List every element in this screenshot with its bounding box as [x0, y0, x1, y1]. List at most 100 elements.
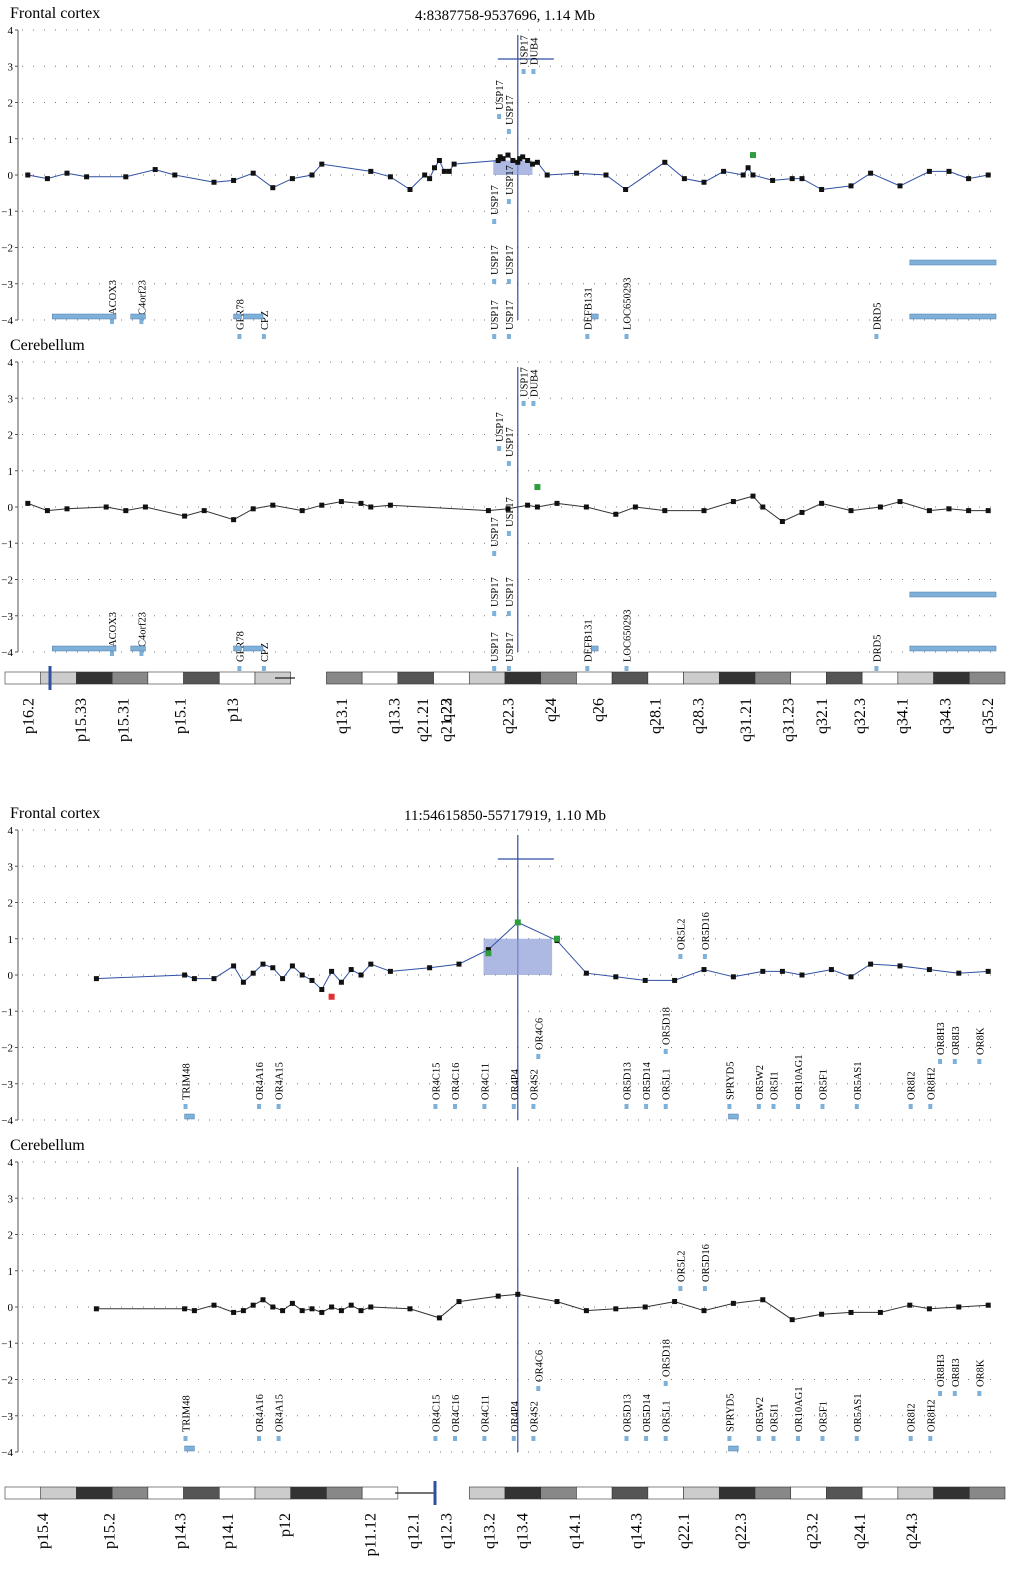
gene-mark [497, 446, 502, 451]
gene-mark [908, 1104, 913, 1109]
data-point [103, 504, 109, 510]
data-point [828, 967, 834, 973]
gene-label: CPZ [260, 311, 271, 330]
band-label: q28.1 [648, 698, 665, 734]
gene-box [130, 645, 146, 652]
ideogram-band [4, 1486, 42, 1500]
ideogram-band [183, 671, 220, 685]
data-point [926, 967, 932, 973]
data-point [358, 500, 364, 506]
gene-box [233, 313, 242, 320]
y-tick-label: −3 [1, 1411, 13, 1423]
gene-mark [433, 1104, 438, 1109]
ideogram-band [611, 671, 649, 685]
highlight-region [483, 938, 553, 975]
band-label: q24 [543, 698, 560, 722]
gene-label: OR4C6 [534, 1018, 545, 1050]
gene-mark [506, 611, 511, 616]
data-point [613, 974, 619, 980]
gene-mark [506, 334, 511, 339]
gene-mark [727, 1104, 732, 1109]
data-point [191, 976, 197, 982]
ideogram-band [718, 671, 756, 685]
gene-label: USP17 [520, 35, 531, 65]
data-point [338, 1308, 344, 1314]
data-point [520, 154, 526, 160]
gene-label: OR8I2 [907, 1071, 918, 1100]
gene-label: OR4S2 [529, 1401, 540, 1432]
y-tick-label: 3 [8, 61, 14, 73]
data-point [289, 963, 295, 969]
ideogram-band [326, 671, 363, 685]
y-tick-label: −4 [1, 1115, 13, 1127]
y-tick-label: −3 [1, 611, 13, 623]
data-point [368, 168, 374, 174]
gene-mark [139, 319, 144, 324]
gene-mark [183, 1104, 188, 1109]
panel-title: Frontal cortex [10, 805, 100, 822]
gene-mark [727, 1436, 732, 1441]
gene-mark [257, 1436, 261, 1441]
data-point [211, 1302, 217, 1308]
y-tick-label: −2 [1, 575, 13, 587]
data-point [515, 1291, 521, 1297]
data-point [240, 1308, 246, 1314]
band-label: p12 [277, 1513, 294, 1537]
band-label: q22.1 [676, 1513, 693, 1549]
data-point [182, 1306, 188, 1312]
data-point [201, 508, 207, 514]
ideogram-band [790, 671, 827, 685]
gene-label: USP17 [490, 245, 501, 275]
data-point [897, 183, 903, 189]
gene-label: USP17 [505, 245, 516, 275]
ideogram-band [433, 671, 470, 685]
gene-mark [492, 666, 497, 671]
gene-label: OR8I3 [951, 1358, 962, 1387]
gene-label: OR8H3 [936, 1022, 947, 1055]
band-label: q14.3 [629, 1513, 646, 1549]
data-point [172, 172, 178, 178]
panel-title: Frontal cortex [10, 5, 100, 22]
data-point [260, 1297, 266, 1303]
gene-box [52, 313, 117, 320]
data-point [299, 508, 305, 514]
data-point [329, 968, 335, 974]
gene-mark [938, 1059, 943, 1064]
gene-label: SPRYD5 [725, 1061, 736, 1100]
ideogram-band [76, 671, 113, 685]
ideogram-band [40, 1486, 77, 1500]
data-point [779, 519, 785, 524]
data-point [387, 968, 393, 974]
data-point [427, 965, 433, 971]
ideogram-band [826, 1486, 863, 1500]
gene-label: USP17 [495, 80, 506, 110]
gene-mark [261, 666, 266, 671]
gene-mark [521, 401, 526, 406]
ideogram-band [147, 1486, 184, 1500]
data-point [672, 1299, 678, 1305]
gene-mark [536, 1386, 541, 1391]
gene-mark [511, 1436, 516, 1441]
data-point [319, 1309, 325, 1315]
ideogram-band [111, 1486, 149, 1500]
gene-mark [663, 1104, 668, 1109]
data-point [456, 961, 462, 967]
gene-label: USP17 [505, 497, 516, 527]
ideogram-band [218, 1486, 256, 1500]
gene-box [591, 313, 599, 320]
data-point [515, 159, 521, 165]
band-label: p16.2 [21, 698, 38, 734]
gene-mark [506, 461, 511, 466]
gene-label: OR5W2 [755, 1397, 766, 1432]
ideogram-band [361, 1486, 399, 1500]
gene-label: USP17 [490, 300, 501, 330]
data-point [799, 509, 805, 515]
band-label: q35.2 [980, 698, 997, 734]
band-label: q21.21 [415, 698, 432, 742]
data-point [672, 977, 678, 983]
ideogram-band [468, 1486, 506, 1500]
gene-label: DEFB131 [583, 619, 594, 662]
gene-label: TRIM48 [182, 1395, 193, 1432]
data-point [270, 1304, 276, 1310]
